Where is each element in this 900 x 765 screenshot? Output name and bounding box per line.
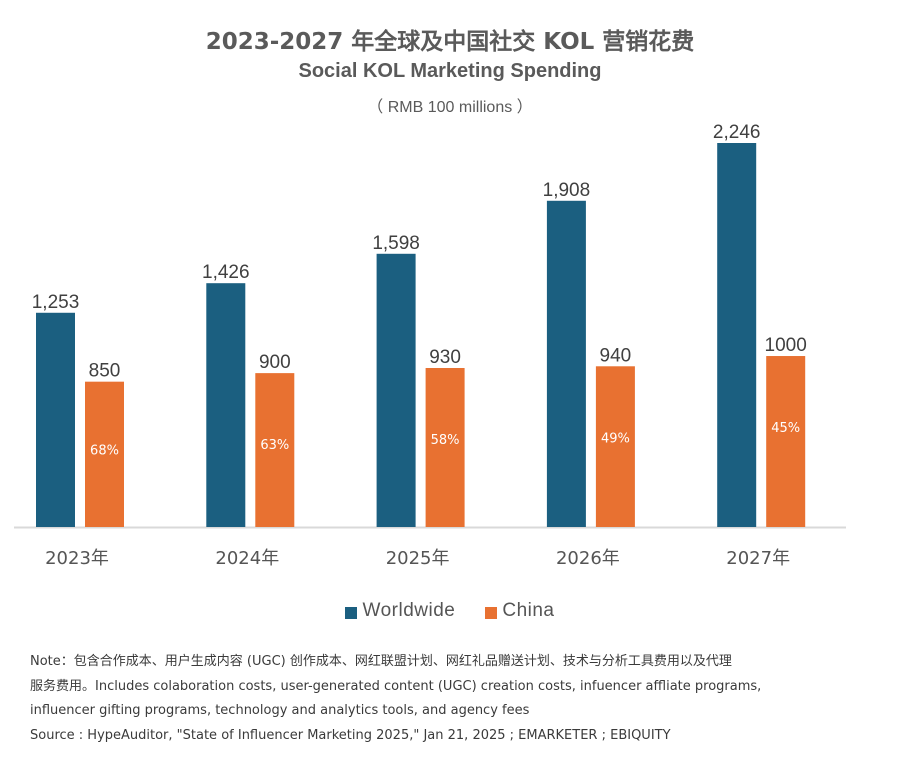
share-label-4: 45%	[771, 421, 800, 436]
unit-label: （ RMB 100 millions ）	[367, 99, 533, 116]
legend: Worldwide China	[0, 600, 900, 622]
value-label-china-1: 900	[259, 352, 291, 373]
bar-china-3	[595, 366, 635, 527]
bar-china-2	[425, 367, 465, 527]
source-line: Source : HypeAuditor, "State of Influenc…	[30, 727, 671, 743]
note-line-2: 服务费用。Includes colaboration costs, user-g…	[30, 678, 762, 694]
note-line-1: Note：包含合作成本、用户生成内容 (UGC) 创作成本、网红联盟计划、网红礼…	[30, 654, 732, 669]
bars-group: 1,253 850 68% 2023年 1,426 900 63% 2024年 1,598 930…	[32, 122, 807, 569]
bar-worldwide-3	[546, 200, 586, 527]
value-label-worldwide-3: 1,908	[543, 180, 591, 201]
bar-chart: 1,253 850 68% 2023年 1,426 900 63% 2024年 1,598 930…	[14, 122, 846, 569]
bar-china-0	[85, 381, 124, 527]
legend-swatch-worldwide	[345, 607, 358, 619]
legend-item-china: China	[485, 600, 554, 622]
legend-label-worldwide: Worldwide	[362, 600, 456, 621]
value-label-china-0: 850	[89, 361, 121, 382]
x-tick-label-2: 2025年	[386, 548, 450, 569]
value-label-worldwide-2: 1,598	[372, 233, 420, 254]
value-label-worldwide-1: 1,426	[202, 262, 250, 283]
share-label-1: 63%	[260, 438, 289, 453]
share-label-2: 58%	[431, 433, 460, 448]
legend-item-worldwide: Worldwide	[345, 600, 455, 622]
x-tick-label-1: 2024年	[215, 548, 279, 569]
chart-subtitle: Social KOL Marketing Spending	[298, 60, 602, 82]
value-label-china-4: 1000	[765, 335, 807, 356]
footnotes: Note：包含合作成本、用户生成内容 (UGC) 创作成本、网红联盟计划、网红礼…	[30, 650, 870, 748]
legend-swatch-china	[485, 607, 498, 619]
share-label-3: 49%	[601, 431, 630, 446]
legend-label-china: China	[502, 600, 555, 621]
chart-title: 2023-2027 年全球及中国社交 KOL 营销花费	[205, 29, 695, 55]
bar-worldwide-2	[376, 253, 416, 528]
x-tick-label-4: 2027年	[726, 548, 790, 569]
share-label-0: 68%	[90, 443, 119, 458]
bar-china-1	[255, 373, 295, 527]
value-label-worldwide-4: 2,246	[713, 122, 761, 143]
bar-worldwide-4	[717, 143, 757, 527]
bar-worldwide-0	[36, 312, 75, 527]
x-tick-label-3: 2026年	[556, 548, 620, 569]
x-tick-label-0: 2023年	[45, 548, 109, 569]
note-line-3: influencer gifting programs, technology …	[30, 703, 530, 718]
value-label-worldwide-0: 1,253	[32, 292, 80, 313]
bar-worldwide-1	[206, 283, 246, 527]
value-label-china-3: 940	[600, 345, 632, 366]
value-label-china-2: 930	[429, 347, 461, 368]
bar-china-4	[766, 356, 806, 527]
